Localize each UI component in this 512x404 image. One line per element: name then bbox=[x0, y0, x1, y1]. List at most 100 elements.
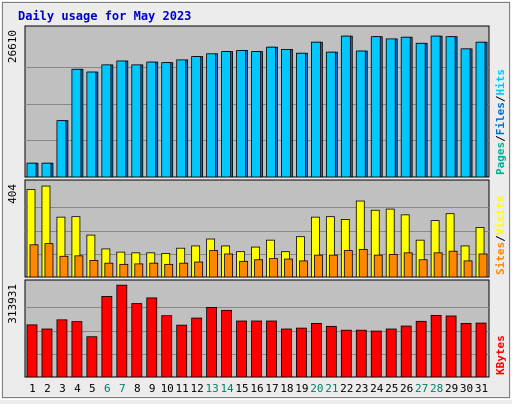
bar-hits bbox=[56, 120, 67, 178]
bar-sites bbox=[433, 252, 443, 278]
bar-sites bbox=[328, 254, 338, 278]
bar-sites bbox=[269, 258, 278, 278]
x-tick-label: 31 bbox=[475, 382, 488, 395]
bar-kbytes bbox=[310, 322, 322, 378]
bar-sites bbox=[44, 243, 54, 278]
bar-kbytes bbox=[86, 336, 98, 378]
bar-sites bbox=[149, 262, 159, 278]
bar-kbytes bbox=[340, 329, 352, 378]
bar-kbytes bbox=[251, 320, 262, 378]
bar-kbytes bbox=[146, 297, 158, 378]
x-tick-label: 14 bbox=[220, 382, 234, 395]
bar-sites bbox=[74, 255, 84, 278]
x-tick-label: 29 bbox=[445, 382, 458, 395]
bar-sites bbox=[164, 263, 174, 278]
x-tick-label: 30 bbox=[460, 382, 473, 395]
x-tick-label: 27 bbox=[415, 382, 428, 395]
bar-kbytes bbox=[236, 320, 247, 378]
x-tick-label: 9 bbox=[149, 382, 156, 395]
bar-hits bbox=[86, 71, 97, 178]
legend-kbytes: KBytes bbox=[494, 335, 507, 375]
x-tick-label: 7 bbox=[119, 382, 126, 395]
x-tick-label: 22 bbox=[340, 382, 353, 395]
bar-sites bbox=[343, 250, 353, 278]
bar-hits bbox=[101, 64, 112, 178]
bar-hits bbox=[325, 51, 336, 178]
bar-sites bbox=[284, 258, 293, 278]
x-tick-label: 10 bbox=[161, 382, 174, 395]
legend-separator: / bbox=[494, 235, 507, 242]
bar-kbytes bbox=[191, 317, 203, 378]
bar-sites bbox=[313, 254, 323, 278]
bar-sites bbox=[224, 253, 233, 278]
bar-hits bbox=[370, 36, 381, 178]
bar-hits bbox=[385, 38, 396, 178]
bar-hits bbox=[340, 35, 351, 178]
panel-kbytes-max-label: 313931 bbox=[6, 284, 19, 324]
bar-hits bbox=[296, 52, 306, 178]
bar-hits bbox=[161, 62, 172, 178]
x-tick-label: 19 bbox=[295, 382, 308, 395]
legend-files: Files bbox=[494, 102, 507, 135]
bar-kbytes bbox=[56, 319, 68, 378]
bar-hits bbox=[236, 50, 246, 178]
x-tick-label: 23 bbox=[355, 382, 368, 395]
x-tick-label: 24 bbox=[370, 382, 384, 395]
bar-sites bbox=[299, 260, 308, 278]
x-tick-label: 12 bbox=[191, 382, 204, 395]
bar-kbytes bbox=[161, 315, 173, 378]
bar-sites bbox=[358, 248, 368, 278]
bar-hits bbox=[71, 68, 82, 178]
bar-kbytes bbox=[385, 328, 397, 378]
bar-hits bbox=[475, 41, 486, 178]
bar-sites bbox=[59, 255, 69, 278]
x-tick-label: 1 bbox=[29, 382, 36, 395]
bar-hits bbox=[445, 36, 456, 178]
bar-hits bbox=[116, 60, 127, 178]
bar-kbytes bbox=[415, 320, 427, 378]
bar-kbytes bbox=[176, 324, 188, 378]
bar-sites bbox=[448, 250, 458, 278]
x-tick-label: 21 bbox=[325, 382, 338, 395]
panel-visits: 404 Sites/Visits bbox=[6, 179, 507, 278]
bar-kbytes bbox=[370, 330, 382, 378]
bar-kbytes bbox=[266, 320, 277, 378]
bar-hits bbox=[355, 50, 366, 178]
bar-kbytes bbox=[101, 296, 113, 378]
bar-hits bbox=[400, 36, 411, 178]
panel-visits-max-label: 404 bbox=[6, 184, 19, 204]
bar-kbytes bbox=[116, 284, 128, 378]
legend-hits: Hits bbox=[494, 69, 507, 96]
legend-sites: Sites bbox=[494, 242, 507, 275]
bar-hits bbox=[41, 162, 52, 178]
bar-hits bbox=[221, 51, 231, 178]
bar-hits bbox=[206, 53, 217, 178]
bar-kbytes bbox=[206, 306, 218, 378]
bar-kbytes bbox=[26, 324, 38, 378]
bar-sites bbox=[463, 260, 473, 278]
panel-visits-legend: Sites/Visits bbox=[494, 196, 507, 276]
bar-sites bbox=[373, 254, 383, 278]
bar-kbytes bbox=[281, 328, 292, 378]
bar-hits bbox=[176, 59, 187, 178]
bar-sites bbox=[29, 244, 39, 278]
x-tick-label: 17 bbox=[265, 382, 278, 395]
bar-sites bbox=[254, 259, 263, 278]
bar-sites bbox=[134, 263, 144, 278]
bar-sites bbox=[388, 254, 398, 278]
x-tick-label: 25 bbox=[385, 382, 398, 395]
bar-hits bbox=[191, 56, 202, 178]
bar-hits bbox=[281, 48, 291, 178]
bar-kbytes bbox=[460, 322, 472, 378]
legend-visits: Visits bbox=[494, 196, 507, 236]
bar-kbytes bbox=[400, 325, 412, 378]
bar-kbytes bbox=[71, 321, 83, 378]
bar-sites bbox=[478, 253, 488, 278]
bar-kbytes bbox=[355, 329, 367, 378]
x-tick-label: 20 bbox=[310, 382, 323, 395]
panel-hits-max-label: 26610 bbox=[6, 30, 19, 63]
x-tick-label: 13 bbox=[205, 382, 218, 395]
